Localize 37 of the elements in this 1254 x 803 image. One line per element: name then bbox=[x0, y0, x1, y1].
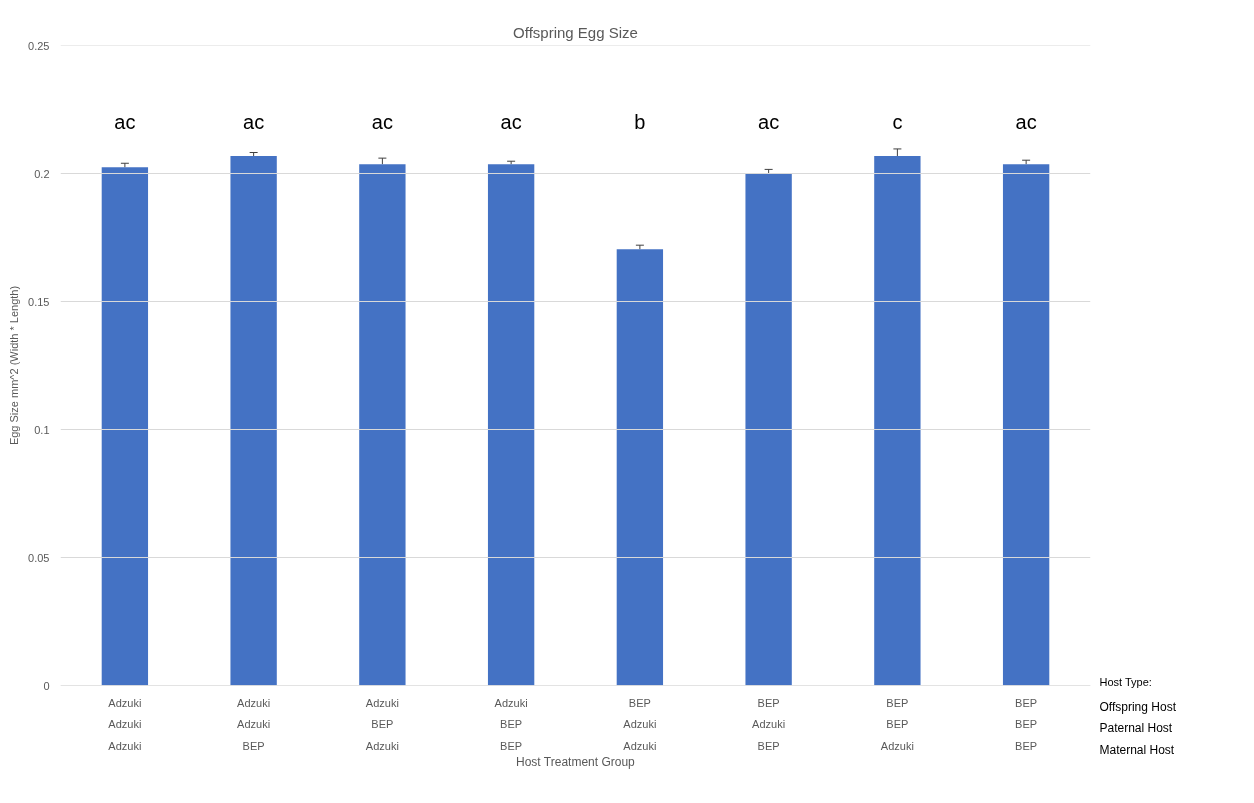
bar bbox=[101, 167, 149, 686]
text: Host Type: bbox=[1099, 675, 1152, 688]
x-tick-label: Adzuki BEP Adzuki bbox=[365, 696, 399, 752]
annotation: ac bbox=[371, 111, 393, 134]
bar bbox=[1002, 164, 1050, 686]
annotation: c bbox=[892, 111, 903, 134]
x-tick-label: Adzuki Adzuki Adzuki bbox=[108, 696, 142, 752]
chart-title: Offspring Egg Size bbox=[513, 23, 638, 41]
y-tick-label: 0.15 bbox=[28, 295, 50, 308]
bar bbox=[616, 249, 664, 686]
y-tick-label: 0.2 bbox=[34, 167, 50, 180]
y-axis-title: Egg Size mm^2 (Width * Length) bbox=[8, 285, 21, 446]
y-tick-label: 0.05 bbox=[28, 551, 50, 564]
x-axis-title: Host Treatment Group bbox=[516, 754, 636, 769]
x-tick-label: Adzuki Adzuki BEP bbox=[237, 696, 271, 752]
annotation: ac bbox=[114, 111, 136, 134]
annotation: ac bbox=[500, 111, 522, 134]
bar bbox=[487, 164, 535, 686]
bar bbox=[230, 156, 277, 686]
bar bbox=[745, 173, 792, 686]
x-tick-label: Adzuki BEP BEP bbox=[494, 696, 528, 752]
text: Maternal Host bbox=[1099, 742, 1175, 757]
y-tick-label: 0.1 bbox=[34, 423, 50, 436]
x-tick-label: BEP Adzuki Adzuki bbox=[623, 696, 657, 752]
y-tick-label: 0 bbox=[43, 679, 50, 692]
text: Offspring Host bbox=[1099, 699, 1177, 714]
x-tick-label: BEP Adzuki BEP bbox=[752, 696, 786, 752]
annotation: ac bbox=[243, 111, 265, 134]
annotation: b bbox=[634, 111, 646, 134]
y-tick-label: 0.25 bbox=[28, 39, 50, 52]
annotation: ac bbox=[1015, 111, 1037, 134]
text: Paternal Host bbox=[1099, 721, 1173, 736]
x-tick-label: BEP BEP BEP bbox=[1015, 696, 1038, 752]
bar bbox=[874, 156, 921, 686]
annotation: ac bbox=[758, 111, 780, 134]
x-tick-label: BEP BEP Adzuki bbox=[880, 696, 914, 752]
bar bbox=[359, 164, 406, 686]
